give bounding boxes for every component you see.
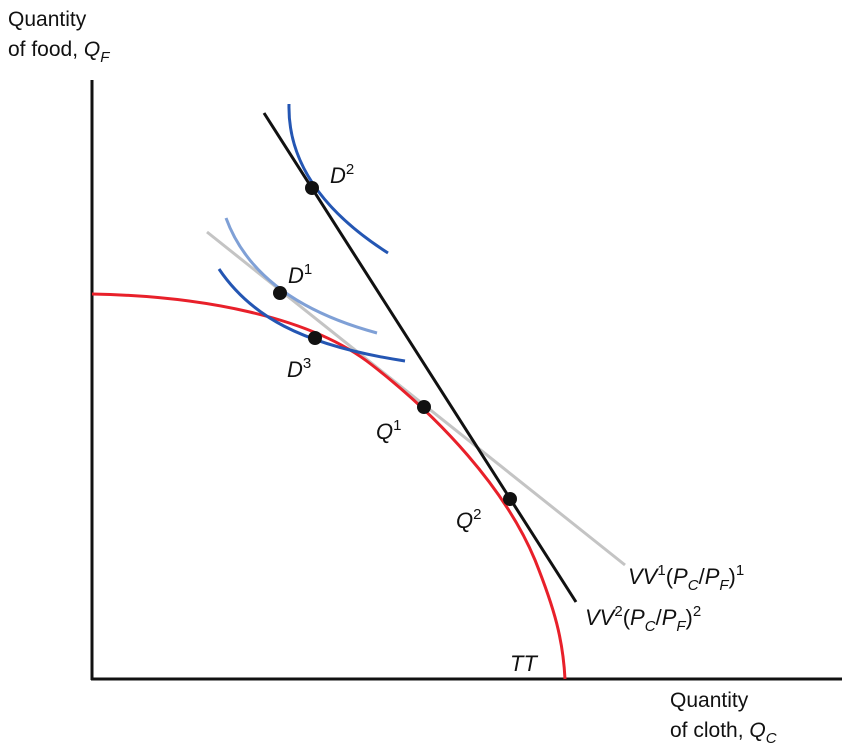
vv2-price-line: [262, 112, 578, 603]
label-q1: Q1: [376, 417, 401, 444]
tt-production-frontier: [91, 292, 567, 680]
point-q2: [503, 492, 517, 506]
label-q2: Q2: [456, 506, 481, 533]
label-d1: D1: [288, 261, 312, 288]
label-vv2: VV2(PC/PF)2: [585, 603, 701, 635]
point-d3: [308, 331, 322, 345]
indifference-curve-d1: [224, 217, 378, 335]
y-axis-label-line2: of food, QF: [8, 38, 110, 66]
label-tt: TT: [510, 651, 538, 676]
point-d2: [305, 181, 319, 195]
point-q1: [417, 400, 431, 414]
label-d2: D2: [330, 161, 354, 188]
label-d3: D3: [287, 355, 311, 382]
x-axis-label-line1: Quantity: [670, 689, 749, 712]
x-axis-label-line2: of cloth, QC: [670, 719, 777, 747]
point-d1: [273, 286, 287, 300]
label-vv1: VV1(PC/PF)1: [628, 562, 744, 594]
indifference-curve-d3: [217, 268, 406, 363]
y-axis-label-line1: Quantity: [8, 8, 87, 31]
indifference-curve-d2: [287, 103, 389, 255]
